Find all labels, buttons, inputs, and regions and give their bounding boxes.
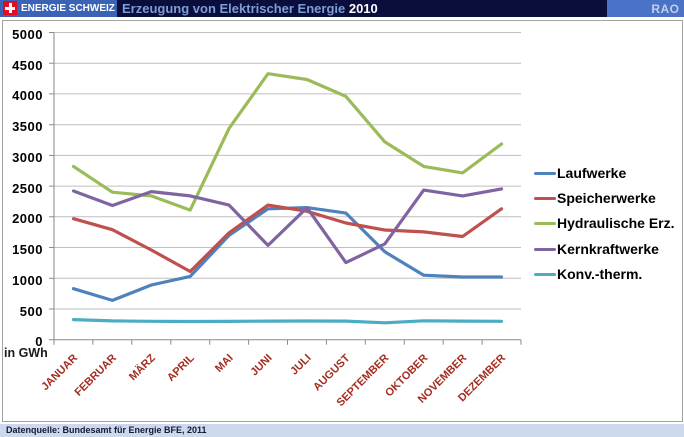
svg-text:MAI: MAI	[213, 352, 236, 375]
svg-text:FEBRUAR: FEBRUAR	[73, 352, 120, 399]
svg-text:JUNI: JUNI	[248, 352, 274, 378]
svg-text:APRIL: APRIL	[165, 352, 197, 384]
svg-text:MÄRZ: MÄRZ	[126, 351, 158, 383]
svg-text:JULI: JULI	[288, 352, 313, 377]
